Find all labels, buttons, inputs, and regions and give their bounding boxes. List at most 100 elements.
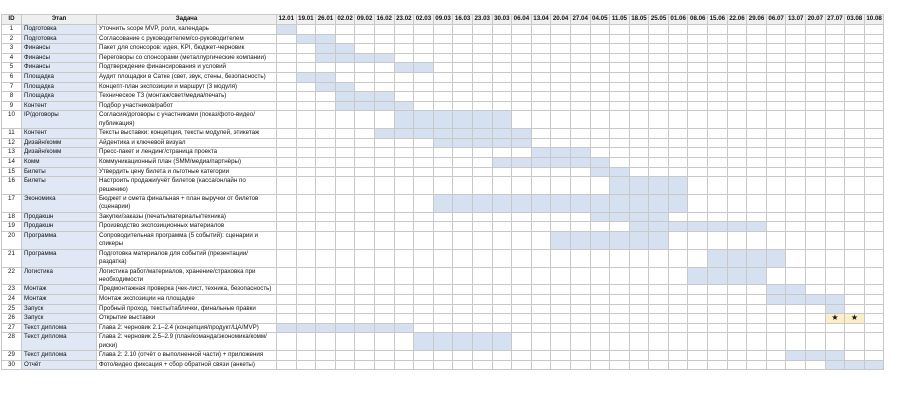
gantt-bar [550, 193, 571, 213]
date-cell [805, 221, 826, 232]
date-cell [315, 359, 336, 371]
date-cell [373, 230, 395, 250]
date-cell [844, 322, 865, 334]
task-cell: Пробный проход, тексты/таблички, финальн… [96, 303, 277, 315]
task-cell: Тексты выставки: концепция, тексты модул… [96, 128, 277, 139]
date-cell [589, 43, 611, 54]
date-cell [687, 43, 709, 54]
task-row: 2 Подготовка Согласование с руководителем/… [1, 33, 885, 45]
date-cell [334, 284, 356, 295]
date-header: 01.06 [667, 14, 689, 25]
date-cell [648, 359, 669, 371]
date-cell [295, 91, 317, 102]
date-cell [334, 303, 356, 315]
date-cell [413, 71, 434, 83]
id-cell: 3 [1, 43, 22, 54]
date-cell [687, 156, 709, 168]
date-cell [667, 284, 689, 295]
date-cell [589, 147, 611, 158]
date-cell [373, 221, 395, 232]
gantt-bar [589, 166, 611, 178]
date-cell [844, 33, 865, 45]
date-cell [354, 221, 375, 232]
date-cell [765, 359, 787, 371]
date-cell [413, 322, 434, 334]
date-cell [569, 81, 591, 93]
task-cell: Глава 2: 2.10 (отчёт о выполненной части… [96, 350, 277, 361]
id-cell: 24 [1, 293, 22, 305]
stage-cell: Площадка [21, 81, 97, 93]
date-cell [785, 193, 807, 213]
date-cell [609, 332, 630, 352]
date-cell [628, 303, 650, 315]
date-cell [844, 110, 865, 130]
date-cell [569, 62, 591, 73]
date-cell [550, 52, 571, 64]
task-row: 25 Запуск Пробный проход, тексты/таблички,… [1, 303, 885, 315]
date-cell [569, 293, 591, 305]
date-cell [491, 176, 513, 195]
task-cell: Согласование с руководителем/со-руководи… [96, 33, 277, 45]
date-cell [393, 81, 415, 93]
date-cell [589, 332, 611, 352]
date-cell [863, 137, 885, 149]
date-cell [589, 322, 611, 334]
date-cell [589, 303, 611, 315]
date-cell [530, 359, 552, 371]
date-cell [550, 359, 571, 371]
date-cell [765, 100, 787, 112]
date-cell [413, 221, 434, 232]
date-cell [785, 62, 807, 73]
date-cell [569, 43, 591, 54]
task-cell: Уточнить scope MVP, роли, календарь [96, 24, 277, 35]
gantt-bar [550, 156, 571, 168]
date-cell [609, 52, 630, 64]
gantt-bar [393, 322, 415, 334]
id-cell: 18 [1, 211, 22, 223]
date-cell [471, 266, 493, 286]
date-cell [667, 100, 689, 112]
date-cell [707, 91, 728, 102]
date-cell [609, 43, 630, 54]
date-header: 30.03 [491, 14, 513, 25]
date-cell [530, 166, 552, 178]
date-cell [609, 71, 630, 83]
date-cell [315, 230, 336, 250]
date-cell [609, 147, 630, 158]
date-cell [844, 43, 865, 54]
task-row: 24 Монтаж Монтаж экспозиции на площадке [1, 293, 885, 305]
date-cell [550, 322, 571, 334]
gantt-bar [667, 176, 689, 195]
date-cell [491, 230, 513, 250]
date-cell [785, 176, 807, 195]
date-cell [609, 284, 630, 295]
date-cell [863, 303, 885, 315]
date-cell [491, 221, 513, 232]
date-cell [863, 62, 885, 73]
date-cell [569, 303, 591, 315]
date-cell [315, 100, 336, 112]
stage-cell: Текст диплома [21, 332, 97, 352]
date-cell [805, 100, 826, 112]
date-cell [805, 156, 826, 168]
date-cell [589, 221, 611, 232]
date-cell [491, 24, 513, 35]
date-cell [667, 166, 689, 178]
date-cell [863, 24, 885, 35]
date-cell [432, 81, 454, 93]
date-cell [530, 266, 552, 286]
task-row: 17 Экономика Бюджет и смета финальная + пл… [1, 193, 885, 213]
date-cell [569, 33, 591, 45]
date-cell [452, 248, 473, 268]
date-cell [530, 230, 552, 250]
date-cell [844, 221, 865, 232]
date-cell [569, 110, 591, 130]
date-cell [413, 350, 434, 361]
date-cell [707, 43, 728, 54]
task-cell: Подбор участников/работ [96, 100, 277, 112]
date-cell [707, 52, 728, 64]
date-cell [276, 52, 297, 64]
date-cell [530, 284, 552, 295]
gantt-bar [550, 230, 571, 250]
date-cell [687, 91, 709, 102]
